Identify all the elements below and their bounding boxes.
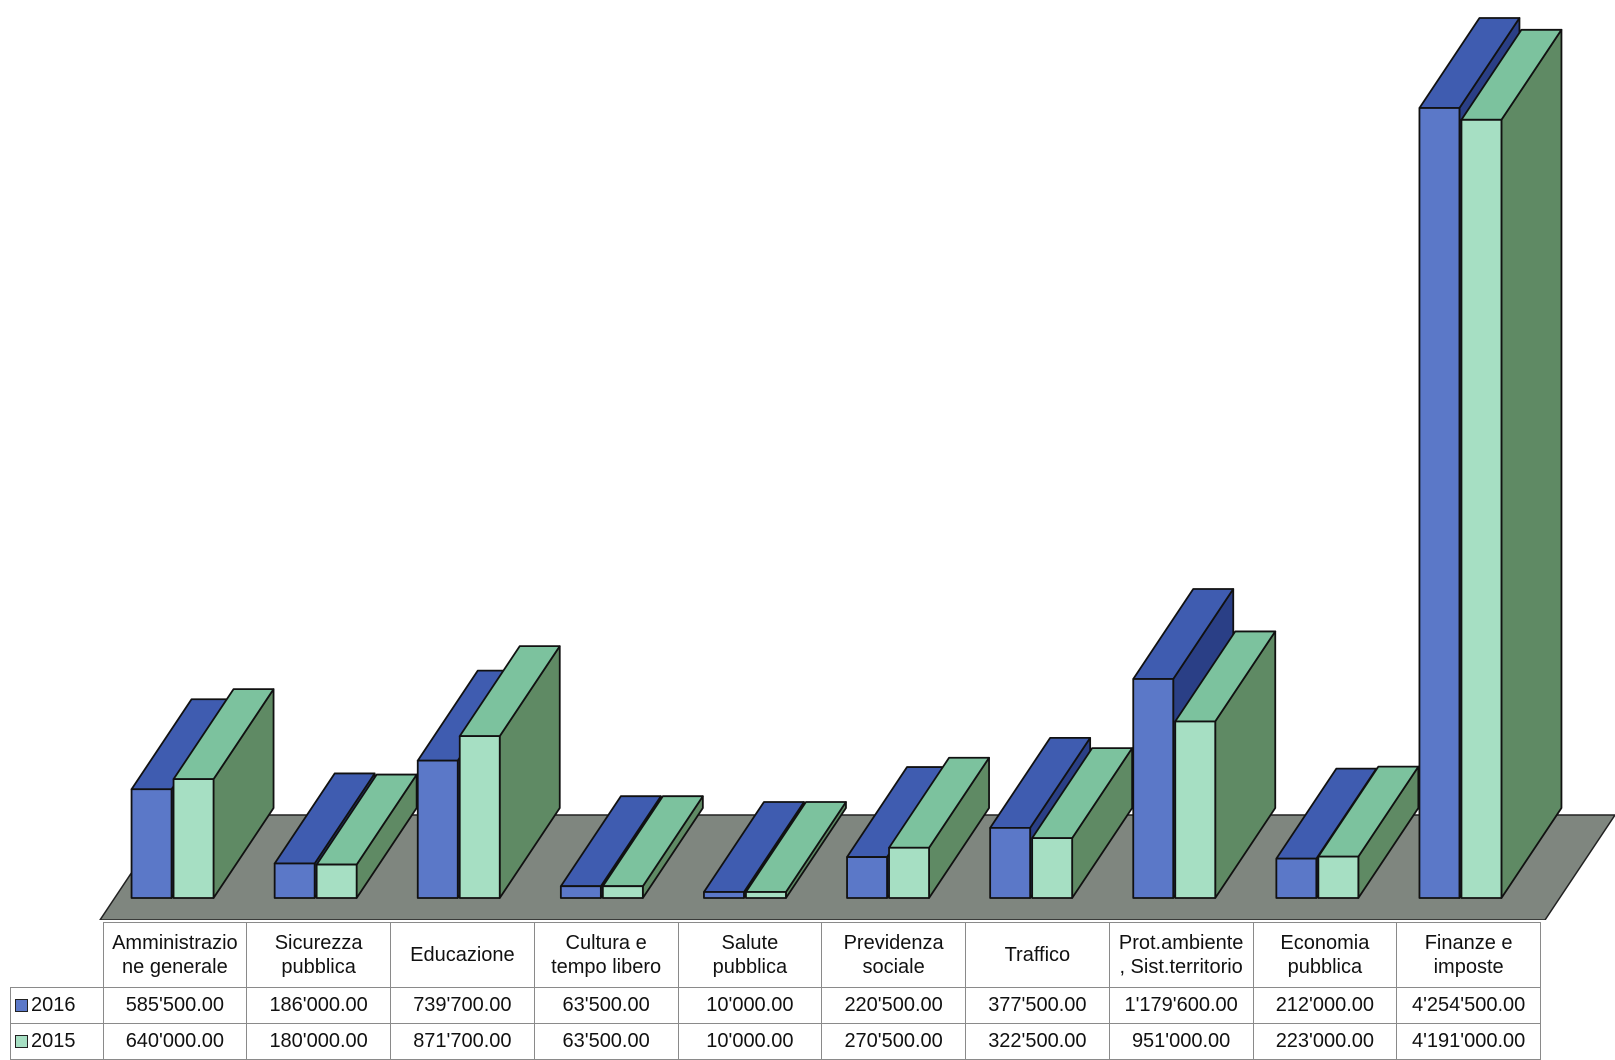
category-label: Amministrazio ne generale <box>102 922 248 988</box>
category-label-line: Traffico <box>1004 944 1071 966</box>
legend-label: 2015 <box>31 1030 76 1052</box>
value-cell: 10'000.00 <box>677 1023 823 1060</box>
bar-front <box>273 862 316 899</box>
data-table: Amministrazio ne generale Sicurezza pubblic… <box>10 922 1541 1060</box>
value-cell: 377'500.00 <box>965 987 1110 1024</box>
bar-front <box>1418 107 1461 899</box>
category-label-line: Prot.ambiente <box>1118 932 1244 954</box>
value-cell: 186'000.00 <box>246 987 391 1024</box>
bar-2015-9 <box>1460 28 1563 899</box>
bar-front <box>559 885 602 899</box>
bar-front <box>458 735 501 899</box>
bar-front <box>172 778 215 899</box>
value-cell: 739'700.00 <box>390 987 535 1024</box>
bar-front <box>989 827 1032 899</box>
category-label: Prot.ambiente, Sist.territorio <box>1108 922 1254 988</box>
series-row-2015: 2015 640'000.00 180'000.00 871'700.00 63'500… <box>10 1023 1541 1060</box>
category-label: Traffico <box>965 922 1110 988</box>
value-cell: 951'000.00 <box>1108 1023 1254 1060</box>
category-label-line: Salute <box>721 932 779 954</box>
bar-2015-7 <box>1174 630 1277 899</box>
value-cell: 180'000.00 <box>246 1023 391 1060</box>
bar-side <box>1500 28 1563 899</box>
category-label-line: pubblica <box>281 956 356 978</box>
category-label-line: pubblica <box>1287 956 1363 978</box>
bar-front <box>1031 837 1074 899</box>
value-cell: 270'500.00 <box>821 1023 966 1060</box>
category-label: Salute pubblica <box>677 922 823 988</box>
bar-2015-8 <box>1317 765 1420 899</box>
legend-swatch <box>15 1035 28 1049</box>
value-cell: 322'500.00 <box>965 1023 1110 1060</box>
category-label-line: , Sist.territorio <box>1119 956 1243 978</box>
bar-front <box>888 846 930 899</box>
bar-2015-1 <box>315 773 418 899</box>
legend-entry: 2015 <box>10 1023 104 1060</box>
bar-front <box>416 759 459 899</box>
value-cell: 4'254'500.00 <box>1396 987 1541 1024</box>
category-label-line: Previdenza <box>843 932 944 954</box>
value-cell: 1'179'600.00 <box>1108 987 1254 1024</box>
category-label: Cultura e tempo libero <box>533 922 679 988</box>
category-label-line: pubblica <box>712 956 788 978</box>
bar-front <box>1460 118 1503 899</box>
category-label-line: Educazione <box>410 944 515 966</box>
value-cell: 585'500.00 <box>102 987 248 1024</box>
value-cell: 63'500.00 <box>533 1023 679 1060</box>
category-label-line: imposte <box>1433 956 1504 978</box>
bar-2015-6 <box>1031 747 1134 899</box>
category-label-line: tempo libero <box>551 956 662 978</box>
value-cell: 220'500.00 <box>821 987 966 1024</box>
bar-2015-4 <box>745 801 847 899</box>
bar-front <box>703 891 745 899</box>
category-row: Amministrazio ne generale Sicurezza pubblic… <box>10 922 1541 988</box>
bar-front <box>1174 720 1217 899</box>
value-cell: 63'500.00 <box>533 987 679 1024</box>
category-label-line: Amministrazio <box>112 932 238 954</box>
bar-2015-3 <box>601 795 704 899</box>
bar-2015-5 <box>888 756 990 899</box>
value-cell: 10'000.00 <box>677 987 823 1024</box>
table-corner <box>10 922 104 988</box>
bar-front <box>601 885 644 899</box>
category-label-line: Finanze e <box>1424 932 1513 954</box>
legend-label: 2016 <box>31 994 76 1016</box>
series-row-2016: 2016 585'500.00 186'000.00 739'700.00 63'500… <box>10 987 1541 1024</box>
category-label-line: Economia <box>1280 932 1370 954</box>
legend-entry: 2016 <box>10 987 104 1024</box>
bar-front <box>315 863 358 899</box>
bar-front <box>130 788 173 899</box>
category-label: Finanze e imposte <box>1396 922 1541 988</box>
value-cell: 640'000.00 <box>102 1023 248 1060</box>
legend-swatch <box>15 999 28 1013</box>
category-label: Educazione <box>390 922 535 988</box>
bar-2015-0 <box>172 688 275 899</box>
bars-group <box>130 17 1563 899</box>
bar-front <box>1275 857 1318 899</box>
bar-front <box>1132 678 1175 899</box>
category-label-line: Sicurezza <box>274 932 363 954</box>
category-label-line: sociale <box>862 956 925 978</box>
bar-2015-2 <box>458 645 561 899</box>
bar-front <box>846 856 888 899</box>
category-label: Previdenza sociale <box>821 922 966 988</box>
category-label-line: Cultura e <box>565 932 647 954</box>
value-cell: 212'000.00 <box>1252 987 1398 1024</box>
value-cell: 4'191'000.00 <box>1396 1023 1541 1060</box>
bar-front <box>745 891 787 899</box>
category-label: Sicurezza pubblica <box>246 922 391 988</box>
category-label: Economia pubblica <box>1252 922 1398 988</box>
category-label-line: ne generale <box>122 956 228 978</box>
value-cell: 223'000.00 <box>1252 1023 1398 1060</box>
value-cell: 871'700.00 <box>390 1023 535 1060</box>
bar-chart-3d <box>99 17 1615 920</box>
bar-front <box>1317 855 1360 899</box>
